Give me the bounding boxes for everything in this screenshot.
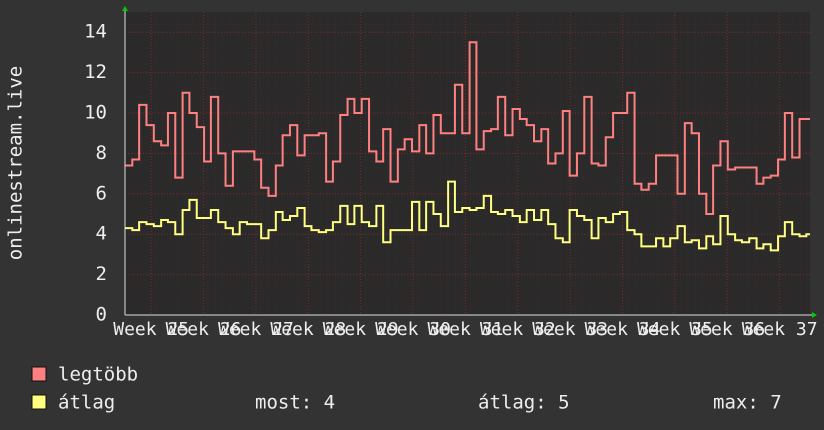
y-tick-label: 10 [84,102,107,124]
y-tick-label: 2 [96,263,107,285]
y-tick-label: 4 [96,223,107,245]
legend: legtöbb átlag most: 4 átlag: 5 max: 7 [31,364,782,414]
x-tick-label: Week 35 [637,319,713,340]
y-tick-label: 0 [96,304,107,326]
minor-grid [125,12,810,315]
x-tick-label: Week 25 [113,319,189,340]
legend-swatch [31,394,47,410]
x-tick-label: Week 27 [218,319,294,340]
y-tick-label: 8 [96,142,107,164]
legend-swatch [31,366,47,382]
legend-stat: most: 4 [255,392,335,414]
x-tick-label: Week 33 [532,319,608,340]
x-tick-label: Week 30 [375,319,451,340]
x-tick-label: Week 32 [480,319,556,340]
legend-stat: max: 7 [713,392,782,414]
legend-label: legtöbb [58,364,138,386]
x-tick-label: Week 28 [270,319,346,340]
series-line [125,41,810,215]
x-tick-label: Week 29 [323,319,399,340]
legend-stat: átlag: 5 [478,392,570,414]
x-tick-label: Week 31 [427,319,503,340]
legend-label: átlag [58,392,115,414]
x-tick-label: Week 36 [689,319,765,340]
x-tick-label: Week 34 [585,319,661,340]
y-tick-label: 14 [84,21,107,43]
axis-arrow [122,6,128,11]
series-line [125,180,810,252]
y-tick-label: 12 [84,61,107,83]
x-tick-label: Week 26 [166,319,242,340]
y-tick-label: 6 [96,182,107,204]
x-tick-label: Week 37 [742,319,818,340]
y-axis-label: onlinestream.live [5,66,27,260]
axis-arrow [812,312,817,318]
